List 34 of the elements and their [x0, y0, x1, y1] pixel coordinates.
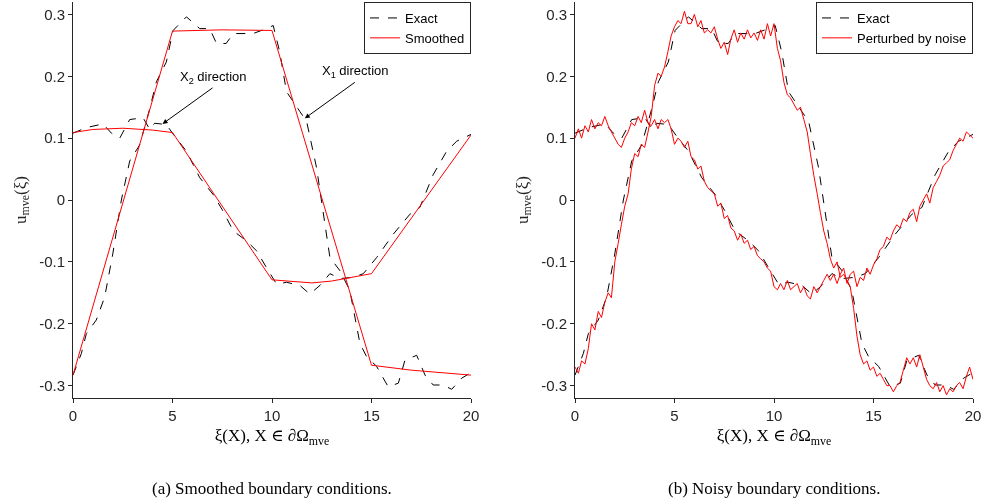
- x-axis-title: ξ(X), X ∈ ∂Ω$_{mve}$: [716, 426, 832, 448]
- x-tick-label: 20: [462, 407, 480, 424]
- y-tick-label: -0.2: [39, 315, 65, 332]
- x-tick-label: 10: [765, 407, 783, 424]
- y-tick-label: -0.1: [541, 253, 567, 271]
- x-axis-title: ξ(X), X ∈ ∂Ω$_{mve}$: [214, 426, 330, 448]
- y-tick-label: -0.1: [39, 253, 65, 271]
- y-tick-label: 0: [558, 191, 567, 209]
- y-tick-label: 0.1: [546, 129, 567, 147]
- x-tick-label: 5: [168, 407, 177, 424]
- y-tick-label: 0.2: [44, 67, 65, 85]
- legend-label: Perturbed by noise: [857, 30, 967, 46]
- y-tick-label: 0: [56, 191, 65, 209]
- legend-label: Smoothed: [405, 30, 465, 46]
- legend-label: Exact: [405, 11, 438, 27]
- y-tick-label: 0.3: [44, 5, 65, 23]
- y-tick-label: -0.3: [39, 376, 65, 394]
- text: (b) Noisy boundary conditions.: [668, 479, 881, 498]
- annotation: X$_{2}$ direction: [180, 69, 247, 86]
- y-tick-label: 0.1: [44, 129, 65, 147]
- x-tick-label: 0: [570, 407, 580, 424]
- x-tick-label: 20: [964, 407, 982, 424]
- x-tick-label: 15: [865, 407, 882, 424]
- annotation: X$_{1}$ direction: [322, 63, 389, 80]
- x-tick-label: 5: [670, 407, 679, 424]
- x-tick-label: 0: [68, 407, 78, 424]
- legend-label: Exact: [857, 11, 890, 27]
- text: (a) Smoothed boundary conditions.: [152, 479, 392, 498]
- y-tick-label: 0.2: [546, 67, 567, 85]
- x-tick-label: 15: [363, 407, 380, 424]
- y-tick-label: 0.3: [546, 5, 567, 23]
- y-tick-label: -0.2: [541, 315, 567, 332]
- x-tick-label: 10: [263, 407, 281, 424]
- y-tick-label: -0.3: [541, 376, 567, 394]
